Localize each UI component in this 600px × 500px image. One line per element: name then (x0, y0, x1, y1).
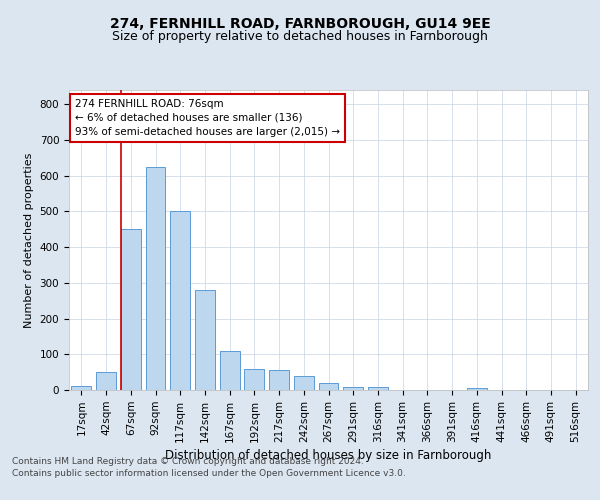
Text: Contains public sector information licensed under the Open Government Licence v3: Contains public sector information licen… (12, 469, 406, 478)
Bar (170, 212, 190, 390)
Text: 274, FERNHILL ROAD, FARNBOROUGH, GU14 9EE: 274, FERNHILL ROAD, FARNBOROUGH, GU14 9E… (110, 18, 490, 32)
Text: Contains HM Land Registry data © Crown copyright and database right 2024.: Contains HM Land Registry data © Crown c… (12, 458, 364, 466)
Bar (220, 350, 239, 390)
Bar (319, 383, 338, 390)
Bar (368, 387, 388, 390)
Bar (269, 370, 289, 390)
Bar (71, 386, 91, 390)
Bar (244, 368, 264, 390)
Y-axis label: Number of detached properties: Number of detached properties (24, 152, 34, 328)
Bar (294, 376, 314, 390)
Bar (343, 387, 363, 390)
Bar (146, 167, 166, 390)
Bar (467, 388, 487, 390)
Bar (121, 230, 140, 390)
Bar (96, 372, 116, 390)
Text: 274 FERNHILL ROAD: 76sqm
← 6% of detached houses are smaller (136)
93% of semi-d: 274 FERNHILL ROAD: 76sqm ← 6% of detache… (75, 99, 340, 137)
X-axis label: Distribution of detached houses by size in Farnborough: Distribution of detached houses by size … (166, 449, 491, 462)
Bar (195, 290, 215, 390)
Text: Size of property relative to detached houses in Farnborough: Size of property relative to detached ho… (112, 30, 488, 43)
